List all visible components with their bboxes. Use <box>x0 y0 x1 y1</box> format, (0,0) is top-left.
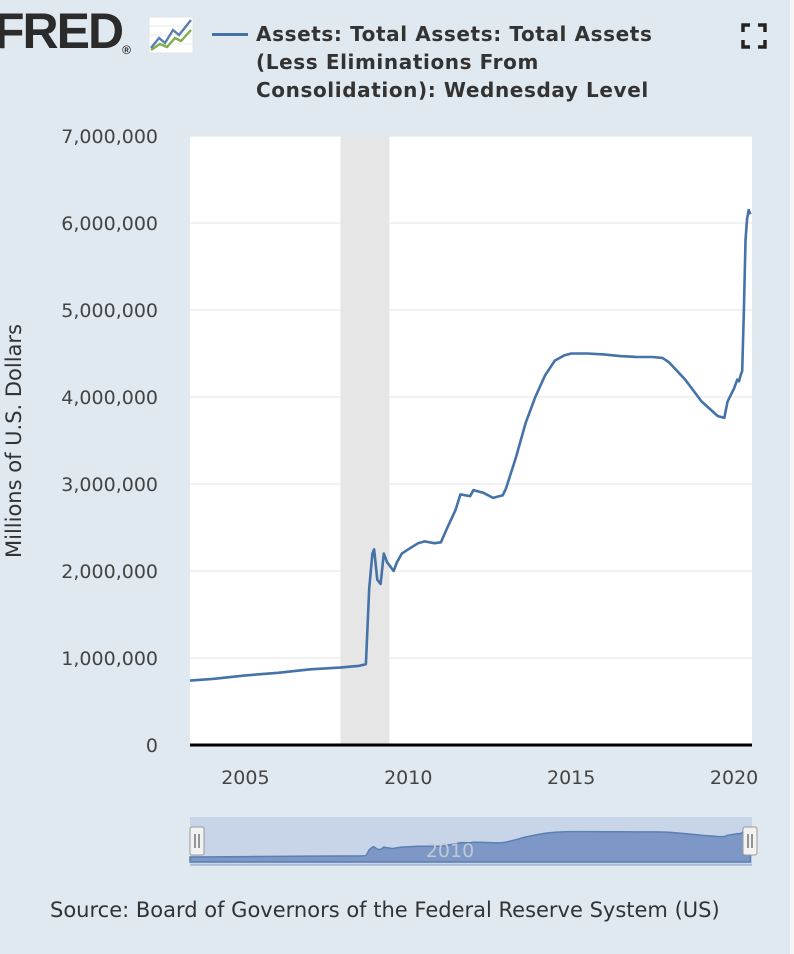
right-border <box>790 0 794 954</box>
y-axis-ticks: 0 1,000,000 2,000,000 3,000,000 4,000,000 5,0… <box>61 126 158 757</box>
x-tick-label: 2010 <box>384 767 432 789</box>
fred-logo-text: FRED <box>0 3 124 59</box>
recession-shading <box>340 136 390 745</box>
y-tick-label: 2,000,000 <box>61 561 158 583</box>
series-line[interactable] <box>189 208 752 682</box>
y-tick-label: 5,000,000 <box>61 300 158 322</box>
y-tick-label: 3,000,000 <box>61 474 158 496</box>
fullscreen-icon[interactable] <box>741 23 767 49</box>
legend-series-swatch <box>212 33 248 36</box>
navigator-series-area <box>189 829 752 863</box>
x-tick-label: 2005 <box>221 767 269 789</box>
grid-lines <box>190 135 752 659</box>
source-note: Source: Board of Governors of the Federa… <box>50 898 720 922</box>
registered-mark: ® <box>122 43 131 57</box>
y-tick-label: 7,000,000 <box>61 126 158 148</box>
range-navigator[interactable]: 2010 <box>189 817 758 866</box>
plot-background <box>190 136 752 745</box>
x-tick-label: 2015 <box>547 767 595 789</box>
series-group <box>189 208 752 682</box>
navigator-left-handle[interactable] <box>189 826 205 856</box>
chart-header: FRED® Assets: Total Assets: Total Assets… <box>0 0 794 120</box>
navigator-label: 2010 <box>426 840 474 862</box>
x-axis-ticks: 2005 2010 2015 2020 <box>221 767 758 789</box>
fred-logo[interactable]: FRED® <box>0 6 131 56</box>
y-tick-label: 0 <box>146 735 158 757</box>
navigator-right-handle[interactable] <box>742 826 758 856</box>
y-tick-label: 6,000,000 <box>61 213 158 235</box>
recession-band <box>340 136 390 745</box>
legend-series-label[interactable]: Assets: Total Assets: Total Assets (Less… <box>256 22 653 102</box>
y-axis-label: Millions of U.S. Dollars <box>2 324 26 558</box>
y-tick-label: 4,000,000 <box>61 387 158 409</box>
x-tick-label: 2020 <box>710 767 758 789</box>
graph-icon <box>148 16 194 54</box>
y-tick-label: 1,000,000 <box>61 648 158 670</box>
